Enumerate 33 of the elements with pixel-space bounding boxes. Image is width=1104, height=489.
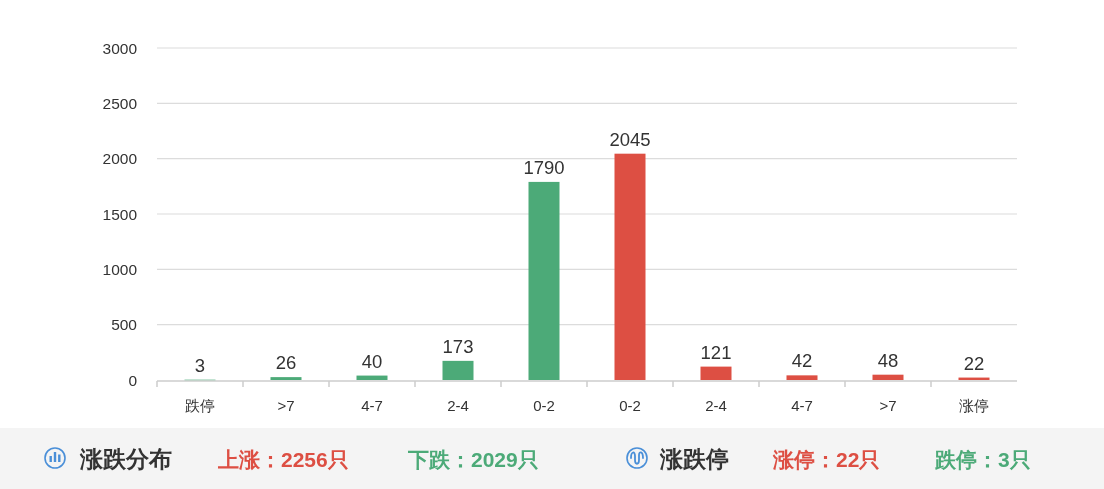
x-tick-label: 2-4 bbox=[447, 397, 469, 414]
y-tick-label: 0 bbox=[128, 371, 137, 389]
annotation: 跌停：3只 bbox=[935, 448, 1031, 471]
data-label: 1790 bbox=[523, 156, 565, 178]
data-label: 2045 bbox=[609, 128, 651, 150]
annotation: 涨跌停 bbox=[660, 446, 729, 472]
x-tick-label: 2-4 bbox=[705, 397, 727, 414]
annotation: 下跌：2029只 bbox=[408, 448, 539, 471]
data-label: 173 bbox=[442, 335, 474, 357]
annotation: 上涨：2256只 bbox=[218, 448, 349, 471]
data-label: 26 bbox=[275, 352, 297, 374]
x-tick-label: 0-2 bbox=[533, 397, 555, 414]
x-tick-label: 4-7 bbox=[361, 397, 383, 414]
x-tick-label: 涨停 bbox=[959, 397, 989, 414]
x-tick-label: >7 bbox=[277, 397, 295, 414]
x-tick-label: 4-7 bbox=[791, 397, 813, 414]
annotation: 涨停：22只 bbox=[773, 448, 881, 471]
data-label: 22 bbox=[963, 352, 985, 374]
y-tick-label: 3000 bbox=[102, 39, 137, 57]
data-label: 42 bbox=[791, 350, 813, 372]
y-tick-label: 1000 bbox=[102, 260, 137, 278]
y-tick-label: 2500 bbox=[102, 94, 137, 112]
data-label: 121 bbox=[700, 341, 732, 363]
y-tick-label: 1500 bbox=[102, 205, 137, 223]
x-tick-label: 跌停 bbox=[185, 397, 215, 414]
x-tick-label: >7 bbox=[879, 397, 897, 414]
data-label: 48 bbox=[877, 349, 899, 371]
data-label: 40 bbox=[361, 350, 383, 372]
y-tick-label: 500 bbox=[111, 316, 137, 334]
data-label: 3 bbox=[194, 354, 206, 376]
y-tick-label: 2000 bbox=[102, 150, 137, 168]
x-tick-label: 0-2 bbox=[619, 397, 641, 414]
annotation: 涨跌分布 bbox=[80, 446, 172, 472]
